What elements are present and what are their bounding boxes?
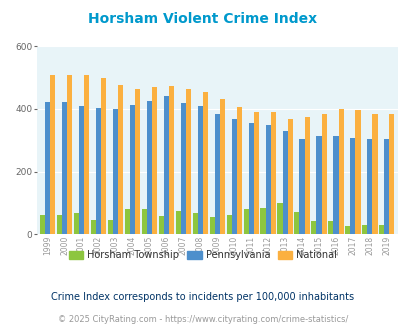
Bar	[209, 217, 214, 234]
Bar	[57, 215, 62, 234]
Bar	[282, 131, 287, 234]
Bar	[96, 108, 101, 234]
Bar	[344, 226, 350, 234]
Bar	[243, 209, 248, 234]
Text: © 2025 CityRating.com - https://www.cityrating.com/crime-statistics/: © 2025 CityRating.com - https://www.city…	[58, 315, 347, 324]
Bar	[168, 86, 173, 234]
Bar	[328, 221, 333, 234]
Bar	[185, 88, 190, 234]
Bar	[367, 139, 371, 234]
Bar	[304, 117, 309, 234]
Bar	[260, 208, 265, 234]
Bar	[265, 125, 270, 234]
Bar	[79, 106, 84, 234]
Bar	[91, 220, 96, 234]
Bar	[361, 225, 367, 234]
Bar	[371, 114, 377, 234]
Bar	[388, 114, 394, 234]
Bar	[45, 102, 50, 234]
Bar	[62, 102, 67, 234]
Bar	[192, 213, 197, 234]
Bar	[118, 85, 123, 234]
Bar	[378, 225, 384, 234]
Bar	[113, 109, 118, 234]
Bar	[124, 209, 130, 234]
Bar	[287, 119, 292, 234]
Bar	[231, 119, 236, 234]
Bar	[253, 112, 258, 234]
Bar	[299, 139, 304, 234]
Bar	[107, 219, 113, 234]
Bar	[355, 111, 360, 234]
Bar	[248, 123, 253, 234]
Bar	[315, 136, 321, 234]
Bar	[84, 75, 89, 234]
Bar	[202, 92, 207, 234]
Legend: Horsham Township, Pennsylvania, National: Horsham Township, Pennsylvania, National	[65, 246, 340, 264]
Bar	[270, 112, 275, 234]
Bar	[333, 136, 338, 234]
Bar	[384, 139, 388, 234]
Bar	[236, 107, 241, 234]
Bar	[40, 215, 45, 234]
Bar	[338, 109, 343, 234]
Bar	[350, 138, 355, 234]
Bar	[151, 87, 157, 234]
Bar	[101, 78, 106, 234]
Bar	[175, 211, 180, 234]
Bar	[158, 216, 163, 234]
Bar	[219, 100, 224, 234]
Bar	[277, 203, 282, 234]
Bar	[226, 215, 231, 234]
Text: Crime Index corresponds to incidents per 100,000 inhabitants: Crime Index corresponds to incidents per…	[51, 292, 354, 302]
Bar	[214, 114, 219, 234]
Bar	[163, 96, 168, 234]
Bar	[180, 103, 185, 234]
Bar	[130, 105, 134, 234]
Bar	[147, 101, 151, 234]
Bar	[50, 75, 55, 234]
Bar	[311, 221, 315, 234]
Bar	[67, 75, 72, 234]
Bar	[321, 114, 326, 234]
Bar	[134, 89, 140, 234]
Bar	[74, 213, 79, 234]
Bar	[141, 209, 147, 234]
Bar	[294, 213, 299, 234]
Bar	[197, 106, 202, 234]
Text: Horsham Violent Crime Index: Horsham Violent Crime Index	[88, 12, 317, 25]
